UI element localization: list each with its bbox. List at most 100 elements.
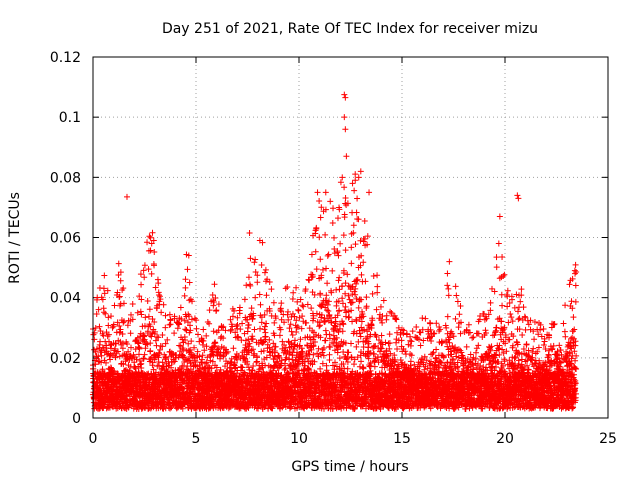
data-point — [342, 195, 349, 202]
data-point — [308, 305, 315, 312]
data-point — [371, 343, 378, 350]
data-point — [152, 328, 159, 335]
data-point — [336, 307, 343, 314]
data-point — [379, 319, 386, 326]
data-point — [116, 293, 123, 300]
data-point — [97, 338, 104, 345]
data-point — [156, 350, 163, 357]
data-point — [178, 316, 185, 323]
data-point — [312, 248, 319, 255]
data-point — [199, 341, 206, 348]
data-point — [336, 355, 343, 362]
data-point — [251, 259, 258, 266]
data-point — [289, 296, 296, 303]
data-point — [325, 251, 332, 258]
data-point — [108, 313, 115, 320]
data-point — [313, 266, 320, 273]
data-point — [295, 306, 302, 313]
data-point — [146, 233, 153, 240]
data-point — [340, 321, 347, 328]
data-point — [364, 233, 371, 240]
data-point — [100, 285, 107, 292]
data-point — [339, 295, 346, 302]
data-point — [133, 356, 140, 363]
data-point — [181, 317, 188, 324]
data-point — [137, 271, 144, 278]
data-point — [155, 334, 162, 341]
data-point — [334, 215, 341, 222]
data-point — [151, 262, 158, 269]
data-point — [105, 331, 112, 338]
data-point — [140, 355, 147, 362]
data-point — [159, 343, 166, 350]
data-point — [184, 266, 191, 273]
data-point — [186, 348, 193, 355]
data-point — [148, 333, 155, 340]
data-point — [342, 303, 349, 310]
data-point — [185, 340, 192, 347]
data-point — [377, 303, 384, 310]
data-point — [261, 269, 268, 276]
data-point — [171, 358, 178, 365]
data-point — [322, 327, 329, 334]
data-point — [127, 330, 134, 337]
data-point — [210, 328, 217, 335]
data-point — [107, 345, 114, 352]
data-point — [186, 279, 193, 286]
data-point — [252, 256, 259, 263]
data-point — [171, 330, 178, 337]
data-point — [101, 290, 108, 297]
data-point — [176, 321, 183, 328]
data-point — [136, 293, 143, 300]
data-point — [393, 316, 400, 323]
data-point — [182, 336, 189, 343]
data-point — [148, 270, 155, 277]
data-point — [105, 322, 112, 329]
data-point — [91, 336, 98, 343]
data-point — [266, 279, 273, 286]
data-point — [342, 247, 349, 254]
data-point — [147, 323, 154, 330]
data-point — [355, 216, 362, 223]
data-point — [132, 338, 139, 345]
data-point — [386, 339, 393, 346]
data-point — [352, 171, 359, 178]
data-point — [120, 361, 127, 368]
data-point — [319, 266, 326, 273]
data-point — [374, 289, 381, 296]
data-point — [336, 274, 343, 281]
data-point — [128, 344, 134, 351]
data-point — [256, 291, 263, 298]
data-point — [374, 272, 381, 279]
data-point — [176, 366, 183, 373]
data-point — [166, 321, 173, 328]
data-point — [374, 283, 381, 290]
data-point — [335, 277, 342, 284]
data-point — [144, 341, 151, 348]
data-point — [106, 338, 112, 345]
data-point — [136, 344, 143, 351]
data-point — [373, 306, 380, 313]
data-point — [263, 292, 270, 299]
data-point — [101, 272, 108, 279]
data-point — [354, 195, 361, 202]
data-point — [155, 280, 162, 287]
data-point — [282, 285, 289, 292]
data-point — [179, 405, 186, 412]
data-point — [247, 282, 254, 289]
data-point — [268, 286, 275, 293]
data-point — [141, 274, 148, 281]
data-point — [152, 337, 159, 344]
data-point — [120, 318, 127, 325]
data-point — [316, 234, 323, 241]
data-point — [234, 321, 241, 328]
data-point — [370, 272, 377, 279]
data-point — [317, 365, 324, 372]
data-point — [353, 209, 360, 216]
data-point — [141, 336, 148, 343]
data-point — [342, 280, 349, 287]
data-point — [245, 274, 252, 281]
data-point — [135, 351, 142, 358]
data-point — [348, 340, 355, 347]
data-point — [278, 300, 285, 307]
